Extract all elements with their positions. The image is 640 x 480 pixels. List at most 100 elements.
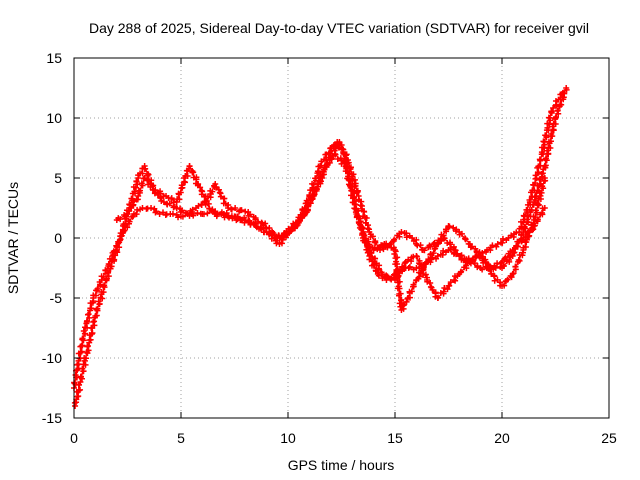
data-point xyxy=(509,271,516,277)
data-point xyxy=(563,85,570,91)
data-point xyxy=(197,184,204,191)
data-point xyxy=(94,285,101,292)
data-point xyxy=(398,229,405,235)
data-point xyxy=(309,184,316,191)
data-point xyxy=(153,208,160,215)
data-point xyxy=(525,228,532,235)
data-point xyxy=(537,162,544,169)
y-axis-label: SDTVAR / TECUs xyxy=(5,182,21,294)
data-point xyxy=(99,295,106,302)
data-point xyxy=(179,207,186,214)
data-point xyxy=(228,206,235,213)
data-point xyxy=(394,275,401,282)
data-point xyxy=(458,268,465,275)
data-point xyxy=(209,206,216,213)
data-point xyxy=(357,202,364,209)
data-point xyxy=(393,268,400,275)
data-point xyxy=(360,208,367,215)
data-point xyxy=(530,226,537,233)
data-point xyxy=(531,187,538,194)
data-point xyxy=(125,208,132,215)
data-point xyxy=(112,252,119,259)
y-tick-label: -15 xyxy=(42,410,62,426)
data-point xyxy=(353,189,360,196)
data-point xyxy=(422,271,429,278)
data-point xyxy=(215,186,222,193)
x-tick-label: 25 xyxy=(601,430,617,446)
data-point xyxy=(542,162,549,169)
data-point xyxy=(338,160,345,167)
data-point xyxy=(550,127,557,134)
data-point xyxy=(162,212,169,219)
data-point xyxy=(346,166,353,173)
data-point xyxy=(152,187,159,193)
data-point xyxy=(100,289,107,296)
data-point xyxy=(294,222,301,229)
data-point xyxy=(190,212,197,219)
data-point xyxy=(160,199,167,205)
data-point xyxy=(111,256,118,263)
data-point xyxy=(488,265,495,271)
data-point xyxy=(166,200,173,207)
data-point xyxy=(446,223,453,230)
data-point xyxy=(137,187,144,194)
data-point xyxy=(454,250,461,257)
data-point xyxy=(320,168,327,175)
data-point xyxy=(516,257,523,264)
data-point xyxy=(489,242,496,249)
data-point xyxy=(182,179,189,186)
data-point xyxy=(266,224,273,231)
data-point xyxy=(473,248,480,255)
data-point xyxy=(427,251,434,258)
data-point xyxy=(352,182,359,189)
data-point xyxy=(288,224,295,231)
data-point xyxy=(521,213,528,220)
data-point xyxy=(410,281,417,288)
data-point xyxy=(372,239,379,246)
data-point xyxy=(213,213,220,220)
data-point xyxy=(494,241,501,247)
data-point xyxy=(395,292,402,299)
data-point xyxy=(86,337,93,344)
data-point xyxy=(157,190,164,197)
data-point xyxy=(395,272,402,279)
data-point xyxy=(360,237,367,244)
data-point xyxy=(117,230,124,237)
data-point xyxy=(446,282,453,289)
data-point xyxy=(375,265,382,272)
data-point xyxy=(132,184,139,191)
data-point xyxy=(369,233,376,240)
y-tick-label: 10 xyxy=(46,110,62,126)
data-point xyxy=(468,243,475,250)
data-point xyxy=(383,272,390,279)
data-point xyxy=(189,206,196,213)
data-point xyxy=(508,274,515,281)
data-point xyxy=(117,216,124,223)
data-point xyxy=(401,260,408,267)
data-point xyxy=(396,285,403,292)
data-point xyxy=(399,301,406,308)
data-point xyxy=(502,254,509,261)
data-point xyxy=(462,236,469,243)
data-point xyxy=(547,144,554,151)
data-point xyxy=(116,244,123,251)
data-point xyxy=(90,319,97,326)
data-point xyxy=(491,264,498,271)
data-point xyxy=(83,355,90,362)
data-point xyxy=(253,224,260,231)
data-point xyxy=(328,156,335,163)
data-point xyxy=(500,262,507,269)
data-point xyxy=(79,342,86,349)
data-point xyxy=(408,288,415,295)
data-point xyxy=(499,235,506,242)
data-point xyxy=(450,243,457,250)
data-point xyxy=(281,232,288,239)
data-point xyxy=(534,216,541,223)
data-point xyxy=(375,272,382,279)
data-point xyxy=(229,215,236,222)
data-point xyxy=(532,172,539,179)
data-point xyxy=(184,211,191,217)
data-point xyxy=(105,269,112,276)
data-point xyxy=(420,264,427,271)
data-point xyxy=(168,195,175,202)
